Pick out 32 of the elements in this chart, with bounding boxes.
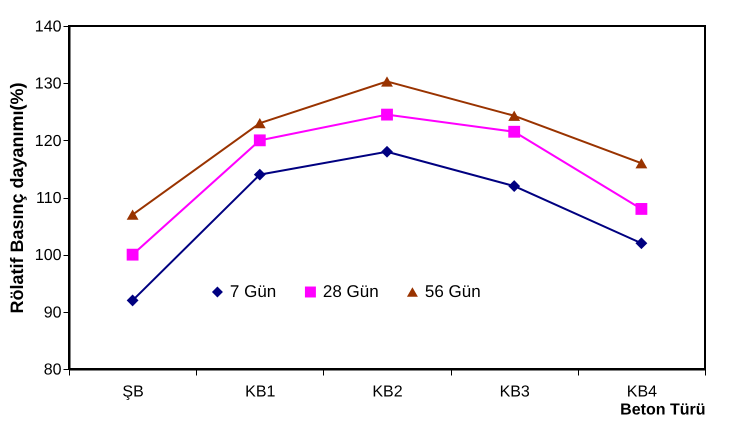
point [508,180,520,192]
point [126,294,139,306]
point [126,210,139,220]
x-axis-title: Beton Türü [620,402,706,418]
y-axis-title: Rölatif Basınç dayanımı(%) [6,82,27,314]
x-tick-label: KB4 [626,384,658,400]
point [254,118,266,128]
y-tick-label: 120 [34,132,62,150]
x-tick-label: KB2 [372,384,403,400]
legend-label: 28 Gün [322,282,379,301]
point [508,110,520,121]
y-tick-label: 90 [44,304,62,322]
y-tick-label: 130 [34,76,62,93]
point [508,126,520,138]
point [381,108,393,121]
x-tick-label: KB3 [500,384,530,400]
y-tick-label: 140 [34,18,62,36]
legend-label: 56 Gün [424,282,481,301]
point [635,203,648,215]
y-tick-label: 100 [34,247,62,264]
point [635,237,648,250]
y-tick-label: 80 [44,362,62,378]
x-tick-label: KB1 [245,384,276,400]
point [126,248,139,261]
x-tick-label: ŞB [122,384,144,400]
point [381,146,393,158]
y-tick-label: 110 [36,190,62,207]
point [254,134,266,146]
point [254,168,266,181]
legend-label: 7 Gün [230,282,276,301]
point [381,76,393,87]
point [635,158,648,168]
